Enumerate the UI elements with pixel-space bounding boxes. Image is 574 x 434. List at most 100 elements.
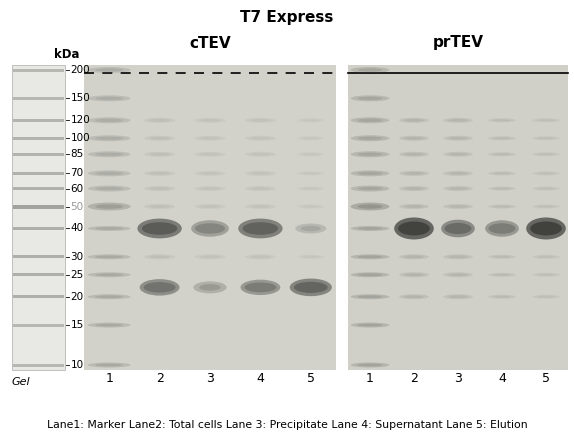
Ellipse shape xyxy=(297,118,324,122)
Ellipse shape xyxy=(245,204,276,209)
Ellipse shape xyxy=(195,118,226,123)
Ellipse shape xyxy=(88,226,131,231)
Ellipse shape xyxy=(537,296,555,298)
Ellipse shape xyxy=(149,153,170,156)
Ellipse shape xyxy=(191,220,229,237)
Ellipse shape xyxy=(488,118,516,122)
Ellipse shape xyxy=(351,254,389,260)
Ellipse shape xyxy=(295,224,327,233)
Ellipse shape xyxy=(488,255,516,259)
Ellipse shape xyxy=(95,187,123,190)
Ellipse shape xyxy=(250,153,270,156)
Text: kDa: kDa xyxy=(55,49,80,62)
Ellipse shape xyxy=(530,221,562,236)
Ellipse shape xyxy=(448,172,468,175)
Ellipse shape xyxy=(95,324,123,326)
Ellipse shape xyxy=(358,137,383,140)
Ellipse shape xyxy=(358,68,383,72)
Ellipse shape xyxy=(358,153,383,156)
Ellipse shape xyxy=(351,151,389,157)
Ellipse shape xyxy=(485,220,519,237)
Text: 5: 5 xyxy=(542,372,550,385)
Ellipse shape xyxy=(297,204,324,208)
Ellipse shape xyxy=(532,171,560,175)
Ellipse shape xyxy=(532,187,560,191)
Ellipse shape xyxy=(532,152,560,156)
Ellipse shape xyxy=(144,152,175,157)
Ellipse shape xyxy=(399,294,429,299)
Ellipse shape xyxy=(302,256,320,258)
Ellipse shape xyxy=(404,256,424,258)
Ellipse shape xyxy=(399,254,429,260)
Ellipse shape xyxy=(297,255,324,259)
Ellipse shape xyxy=(358,227,383,230)
Ellipse shape xyxy=(245,171,276,176)
Ellipse shape xyxy=(250,256,270,258)
Ellipse shape xyxy=(245,136,276,141)
Bar xyxy=(13,227,64,230)
Ellipse shape xyxy=(95,364,123,366)
Text: 100: 100 xyxy=(71,133,90,143)
Bar xyxy=(13,255,64,258)
Ellipse shape xyxy=(488,187,516,191)
Bar xyxy=(13,97,64,100)
Ellipse shape xyxy=(526,217,566,240)
Ellipse shape xyxy=(297,171,324,175)
Ellipse shape xyxy=(404,273,424,276)
Ellipse shape xyxy=(351,95,389,101)
Ellipse shape xyxy=(302,172,320,174)
Text: prTEV: prTEV xyxy=(432,36,483,50)
Text: Lane1: Marker Lane2: Total cells Lane 3: Precipitate Lane 4: Supernatant Lane 5:: Lane1: Marker Lane2: Total cells Lane 3:… xyxy=(46,420,528,430)
Text: 85: 85 xyxy=(71,149,84,159)
Bar xyxy=(13,295,64,298)
Ellipse shape xyxy=(245,254,276,260)
Ellipse shape xyxy=(399,118,429,123)
Ellipse shape xyxy=(399,272,429,277)
Ellipse shape xyxy=(537,172,555,174)
Ellipse shape xyxy=(302,119,320,122)
Ellipse shape xyxy=(250,172,270,175)
Ellipse shape xyxy=(302,153,320,155)
Ellipse shape xyxy=(398,221,430,236)
Ellipse shape xyxy=(245,186,276,191)
Ellipse shape xyxy=(195,152,226,157)
Ellipse shape xyxy=(358,187,383,190)
Ellipse shape xyxy=(399,171,429,176)
Ellipse shape xyxy=(302,205,320,207)
Ellipse shape xyxy=(443,254,473,260)
Ellipse shape xyxy=(142,222,177,235)
Bar xyxy=(13,137,64,140)
Ellipse shape xyxy=(443,118,473,123)
Text: Gel: Gel xyxy=(12,377,30,387)
Text: 70: 70 xyxy=(71,168,84,178)
Text: 60: 60 xyxy=(71,184,84,194)
Ellipse shape xyxy=(488,295,516,299)
Ellipse shape xyxy=(149,172,170,175)
Bar xyxy=(84,65,336,370)
Text: 5: 5 xyxy=(307,372,315,385)
Text: 2: 2 xyxy=(156,372,164,385)
Ellipse shape xyxy=(532,118,560,122)
Ellipse shape xyxy=(88,186,131,191)
Ellipse shape xyxy=(245,283,276,292)
Ellipse shape xyxy=(195,136,226,141)
Text: 20: 20 xyxy=(71,292,84,302)
Ellipse shape xyxy=(199,284,221,291)
Ellipse shape xyxy=(448,296,468,298)
Ellipse shape xyxy=(88,322,131,328)
Bar xyxy=(13,364,64,366)
Ellipse shape xyxy=(443,204,473,209)
Ellipse shape xyxy=(351,362,389,368)
Ellipse shape xyxy=(448,273,468,276)
Ellipse shape xyxy=(294,282,328,293)
Ellipse shape xyxy=(297,152,324,156)
Ellipse shape xyxy=(88,254,131,260)
Ellipse shape xyxy=(358,118,383,122)
Ellipse shape xyxy=(95,97,123,100)
Text: 40: 40 xyxy=(71,224,84,233)
Ellipse shape xyxy=(493,256,511,258)
Ellipse shape xyxy=(250,205,270,208)
Ellipse shape xyxy=(448,256,468,258)
Ellipse shape xyxy=(195,204,226,209)
Ellipse shape xyxy=(243,222,278,235)
